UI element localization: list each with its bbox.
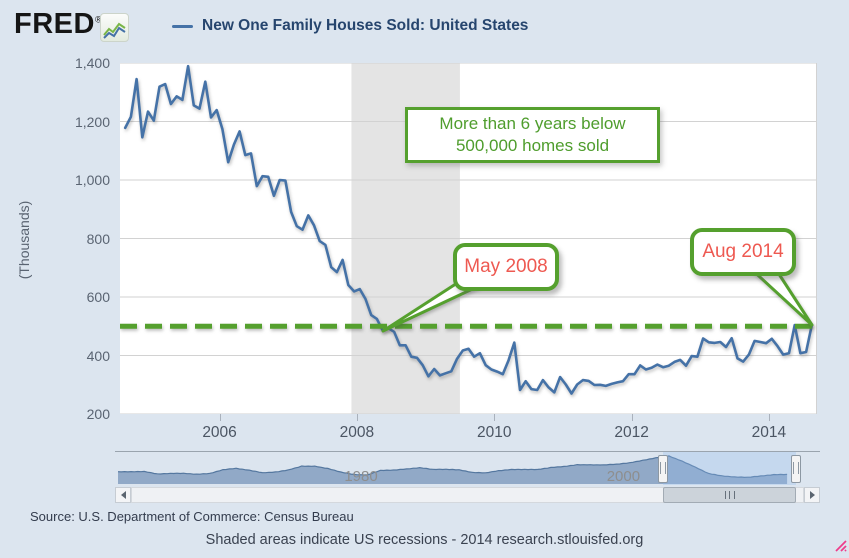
x-axis-tick-mark bbox=[494, 414, 496, 421]
callout-aug-2014-label: Aug 2014 bbox=[702, 241, 784, 262]
x-axis-tick-mark bbox=[768, 414, 770, 421]
source-text: Source: U.S. Department of Commerce: Cen… bbox=[30, 509, 354, 524]
series-title: New One Family Houses Sold: United State… bbox=[202, 17, 529, 34]
fred-logo: FRED® bbox=[14, 8, 102, 41]
callout-aug-2014: Aug 2014 bbox=[690, 228, 796, 276]
scrollbar-left-arrow-button[interactable] bbox=[115, 487, 131, 503]
recession-footnote: Shaded areas indicate US recessions - 20… bbox=[205, 532, 644, 548]
navigator-minichart[interactable]: 1980 2000 bbox=[115, 451, 820, 488]
x-axis-tick-label: 2010 bbox=[477, 424, 512, 441]
series-line[interactable] bbox=[123, 64, 814, 395]
handle-grip-icon bbox=[793, 462, 800, 474]
fred-sparkline-icon bbox=[100, 13, 129, 42]
right-arrow-icon bbox=[809, 491, 815, 499]
y-axis-tick-label: 800 bbox=[86, 230, 110, 247]
navigator-right-handle[interactable] bbox=[791, 455, 802, 483]
handle-grip-icon bbox=[660, 462, 667, 474]
x-axis-tick-mark bbox=[631, 414, 633, 421]
y-axis-tick-label: 200 bbox=[86, 406, 110, 422]
x-axis-tick-mark bbox=[356, 414, 358, 421]
navigator-year-label: 2000 bbox=[607, 468, 640, 485]
y-axis-tick-label: 600 bbox=[86, 289, 110, 305]
left-arrow-icon bbox=[120, 491, 126, 499]
main-chart-plot-area[interactable] bbox=[120, 63, 817, 414]
navigator-selected-range[interactable] bbox=[663, 452, 797, 485]
annotation-note-line1: More than 6 years below bbox=[439, 113, 626, 133]
y-axis-tick-label: 1,000 bbox=[74, 172, 110, 188]
x-axis-tick-label: 2014 bbox=[751, 424, 787, 441]
annotation-note-box: More than 6 years below 500,000 homes so… bbox=[405, 107, 660, 163]
scrollbar-thumb[interactable] bbox=[663, 487, 797, 503]
y-axis-tick-label: 1,200 bbox=[74, 113, 110, 130]
x-axis-tick-label: 2012 bbox=[614, 424, 649, 441]
scrollbar-right-arrow-button[interactable] bbox=[804, 487, 820, 503]
series-legend[interactable]: New One Family Houses Sold: United State… bbox=[172, 17, 528, 35]
x-axis-tick-label: 2008 bbox=[339, 424, 375, 441]
thumb-grip-icon bbox=[724, 491, 735, 499]
fred-logo-text: FRED bbox=[14, 8, 95, 40]
navigator-year-label: 1980 bbox=[344, 468, 377, 485]
navigator-left-handle[interactable] bbox=[658, 455, 669, 483]
resize-handle-icon[interactable] bbox=[833, 538, 848, 553]
x-axis-tick-label: 2006 bbox=[202, 424, 237, 441]
legend-line-marker bbox=[172, 24, 193, 28]
annotation-note-line2: 500,000 homes sold bbox=[455, 136, 610, 155]
y-axis-tick-label: 1,400 bbox=[74, 55, 110, 71]
callout-may-2008: May 2008 bbox=[453, 243, 559, 291]
x-axis-tick-mark bbox=[219, 414, 221, 421]
y-axis-tick-label: 400 bbox=[86, 347, 110, 364]
callout-may-2008-label: May 2008 bbox=[464, 256, 548, 277]
registered-mark: ® bbox=[94, 14, 103, 25]
scrollbar-track[interactable] bbox=[131, 487, 804, 503]
